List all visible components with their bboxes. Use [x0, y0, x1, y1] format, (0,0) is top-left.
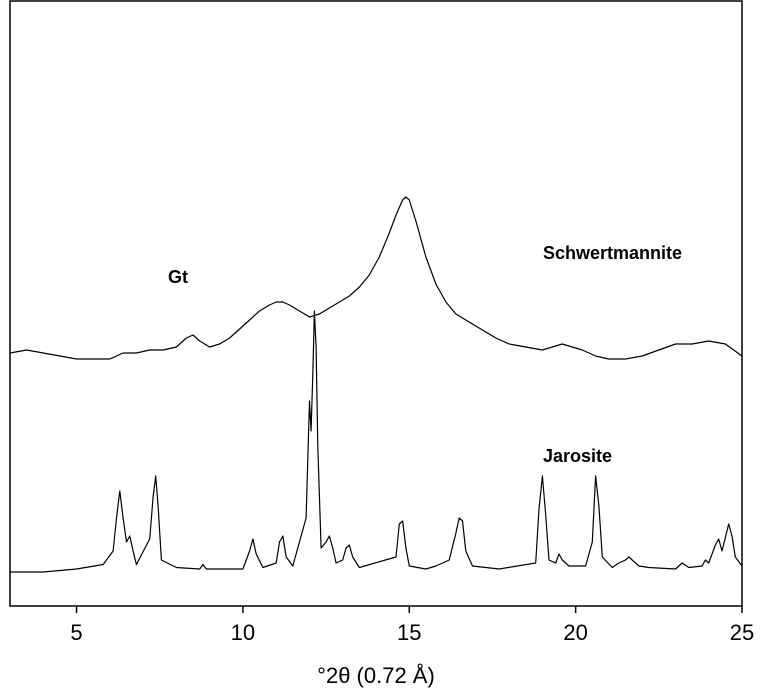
- x-tick-label: 10: [231, 620, 255, 645]
- x-tick-label: 5: [70, 620, 82, 645]
- annotation-gt: Gt: [168, 267, 188, 287]
- x-tick-label: 20: [563, 620, 587, 645]
- series-line-schwertmannite: [9, 196, 743, 360]
- plot-frame: [9, 0, 743, 607]
- series-group: [9, 196, 743, 573]
- x-axis-ticks: 5 10 15 20 25: [70, 606, 754, 645]
- annotation-schwertmannite: Schwertmannite: [543, 243, 682, 263]
- x-axis-title: °2θ (0.72 Å): [317, 663, 435, 688]
- x-tick-label: 25: [730, 620, 754, 645]
- series-line-jarosite: [10, 310, 743, 573]
- x-tick-label: 15: [397, 620, 421, 645]
- annotation-jarosite: Jarosite: [543, 446, 612, 466]
